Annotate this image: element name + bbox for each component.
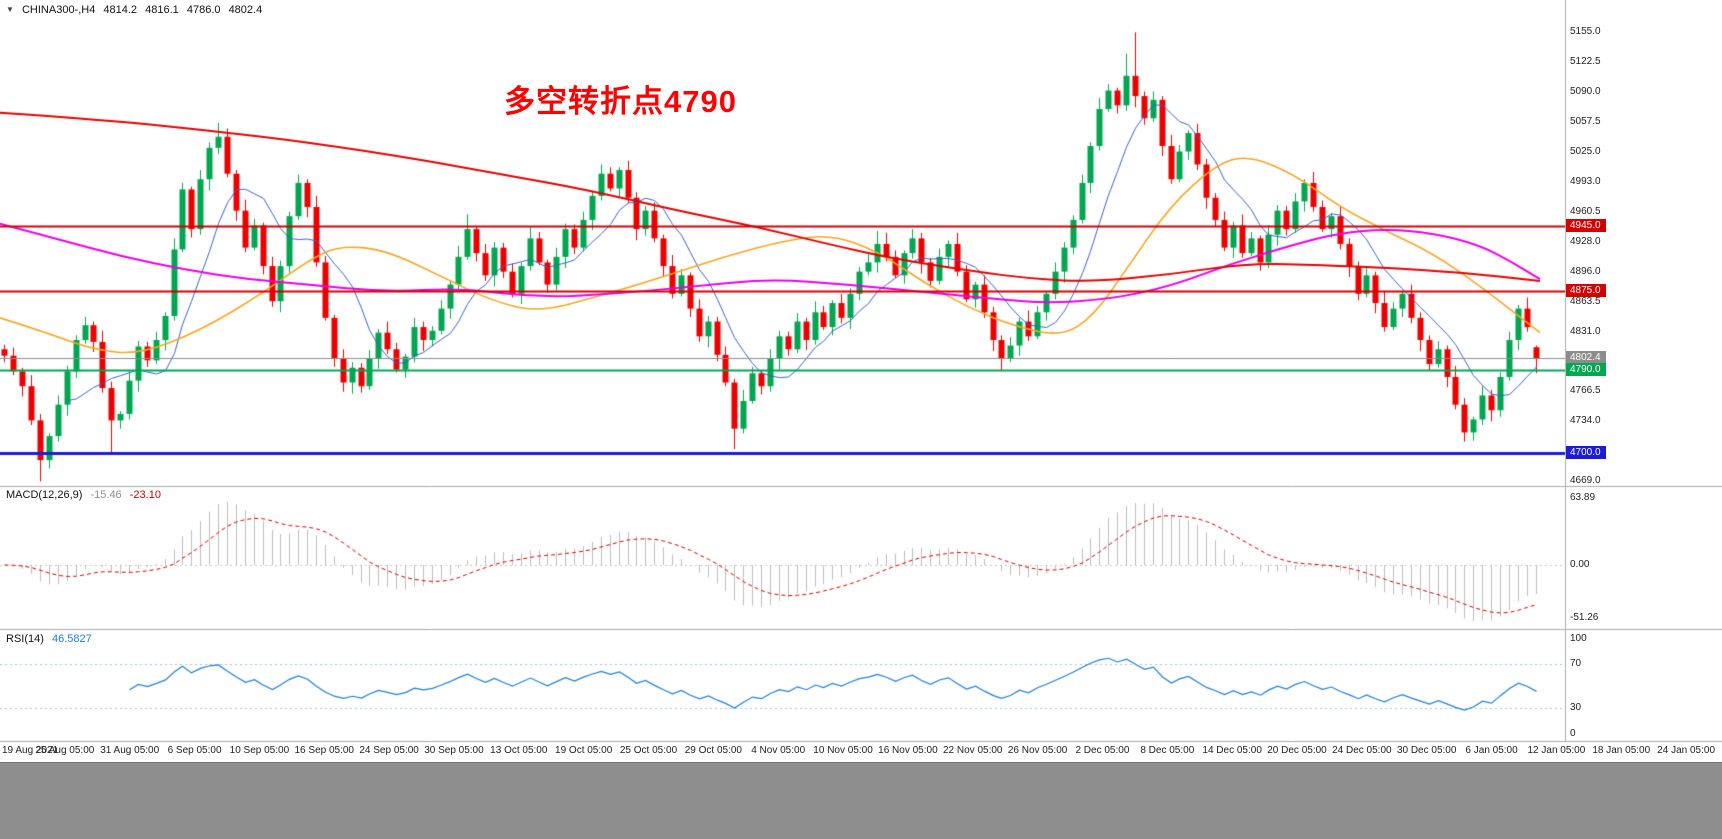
price-tick-label: 4734.0 bbox=[1570, 415, 1601, 427]
annotation-text: 多空转折点4790 bbox=[504, 84, 737, 119]
price-tick-label: 4669.0 bbox=[1570, 475, 1601, 487]
price-tick-label: 4896.0 bbox=[1570, 265, 1601, 277]
rsi-pane[interactable] bbox=[0, 631, 1565, 741]
ohlc-open: 4814.2 bbox=[103, 4, 138, 16]
ohlc-close: 4802.4 bbox=[228, 4, 263, 16]
price-badge: 4802.4 bbox=[1566, 351, 1606, 365]
time-axis-label: 20 Dec 05:00 bbox=[1267, 745, 1327, 756]
macd-pane[interactable] bbox=[0, 487, 1565, 629]
symbol-name: CHINA300-,H4 bbox=[21, 4, 96, 16]
time-axis-label: 25 Oct 05:00 bbox=[619, 745, 678, 756]
price-tick-label: 5025.0 bbox=[1570, 146, 1601, 158]
rsi-value: 46.5827 bbox=[51, 633, 92, 645]
rsi-axis-100: 100 bbox=[1570, 633, 1587, 644]
price-tick-label: 5155.0 bbox=[1570, 26, 1601, 38]
price-tick-label: 5122.5 bbox=[1570, 56, 1601, 68]
price-tick-label: 4831.0 bbox=[1570, 325, 1601, 337]
price-tick-label: 5090.0 bbox=[1570, 86, 1601, 98]
time-axis-label: 4 Nov 05:00 bbox=[751, 745, 806, 756]
price-tick-label: 4928.0 bbox=[1570, 236, 1601, 248]
price-badge: 4945.0 bbox=[1566, 219, 1606, 233]
time-axis-label: 24 Dec 05:00 bbox=[1332, 745, 1392, 756]
ohlc-low: 4786.0 bbox=[186, 4, 221, 16]
price-tick-label: 5057.5 bbox=[1570, 116, 1601, 128]
time-axis-label: 10 Sep 05:00 bbox=[229, 745, 290, 756]
macd-axis-min: -51.26 bbox=[1570, 612, 1599, 623]
price-badge: 4700.0 bbox=[1566, 445, 1606, 459]
price-tick-label: 4766.5 bbox=[1570, 385, 1601, 397]
time-axis-label: 14 Dec 05:00 bbox=[1202, 745, 1262, 756]
time-axis-label: 19 Aug 2021 bbox=[2, 745, 59, 756]
macd-axis-zero: 0.00 bbox=[1570, 559, 1590, 570]
macd-value-signal: -23.10 bbox=[129, 489, 161, 501]
rsi-axis-30: 30 bbox=[1570, 702, 1582, 713]
time-axis-label: 6 Jan 05:00 bbox=[1465, 745, 1518, 756]
time-axis-label: 2 Dec 05:00 bbox=[1075, 745, 1130, 756]
time-axis-label: 31 Aug 05:00 bbox=[100, 745, 160, 756]
time-axis-label: 30 Sep 05:00 bbox=[424, 745, 484, 756]
price-tick-label: 4993.0 bbox=[1570, 176, 1601, 188]
time-axis-label: 22 Nov 05:00 bbox=[943, 745, 1003, 756]
rsi-label: RSI(14) 46.5827 bbox=[6, 633, 97, 645]
price-badge: 4875.0 bbox=[1566, 284, 1606, 298]
price-tick-label: 4960.5 bbox=[1570, 206, 1601, 218]
symbol-info: ▼ CHINA300-,H4 4814.2 4816.1 4786.0 4802… bbox=[6, 4, 267, 16]
time-axis-label: 10 Nov 05:00 bbox=[813, 745, 873, 756]
time-axis-label: 30 Dec 05:00 bbox=[1396, 745, 1457, 756]
time-axis-label: 13 Oct 05:00 bbox=[490, 745, 548, 756]
time-axis-label: 8 Dec 05:00 bbox=[1140, 745, 1195, 756]
collapse-icon[interactable]: ▼ bbox=[6, 5, 14, 14]
bottom-band bbox=[0, 762, 1722, 839]
macd-name: MACD(12,26,9) bbox=[6, 489, 83, 501]
ohlc-high: 4816.1 bbox=[145, 4, 179, 16]
price-tick-label: 4863.5 bbox=[1570, 295, 1601, 307]
macd-value-main: -15.46 bbox=[90, 489, 122, 501]
time-axis-label: 16 Sep 05:00 bbox=[294, 745, 355, 756]
time-axis-label: 19 Oct 05:00 bbox=[555, 745, 613, 756]
time-axis-label: 26 Nov 05:00 bbox=[1007, 745, 1068, 756]
macd-axis-max: 63.89 bbox=[1570, 492, 1596, 503]
time-axis-label: 29 Oct 05:00 bbox=[684, 745, 742, 756]
time-axis-label: 25 Aug 05:00 bbox=[35, 745, 95, 756]
time-axis-label: 12 Jan 05:00 bbox=[1527, 745, 1586, 756]
time-axis-label: 24 Sep 05:00 bbox=[359, 745, 419, 756]
time-axis-label: 24 Jan 05:00 bbox=[1657, 745, 1716, 756]
rsi-axis-70: 70 bbox=[1570, 658, 1582, 669]
price-badge: 4790.0 bbox=[1566, 362, 1606, 376]
time-axis-label: 18 Jan 05:00 bbox=[1592, 745, 1651, 756]
rsi-axis-0: 0 bbox=[1570, 728, 1576, 739]
price-pane[interactable] bbox=[0, 0, 1565, 486]
macd-label: MACD(12,26,9) -15.46 -23.10 bbox=[6, 489, 166, 501]
time-axis-label: 6 Sep 05:00 bbox=[167, 745, 222, 756]
rsi-name: RSI(14) bbox=[6, 633, 44, 645]
time-axis-label: 16 Nov 05:00 bbox=[878, 745, 938, 756]
